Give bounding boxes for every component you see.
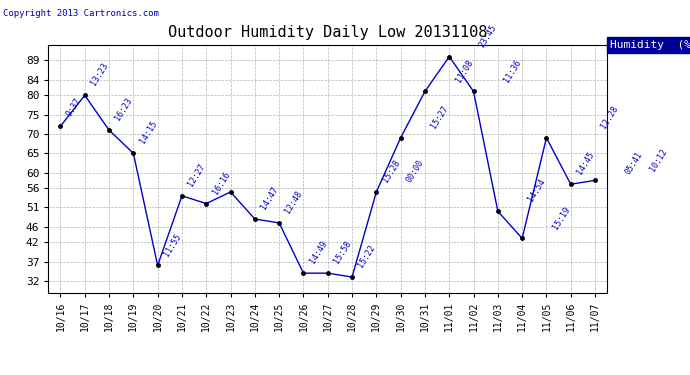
Text: 15:28: 15:28: [381, 158, 402, 184]
Text: Copyright 2013 Cartronics.com: Copyright 2013 Cartronics.com: [3, 9, 159, 18]
Text: 9:37: 9:37: [65, 97, 83, 118]
Text: 15:22: 15:22: [357, 243, 377, 269]
Text: 14:54: 14:54: [526, 178, 547, 204]
Text: 05:41: 05:41: [624, 150, 644, 177]
Text: 16:16: 16:16: [210, 170, 232, 196]
Text: 15:27: 15:27: [429, 104, 450, 130]
Text: 16:23: 16:23: [113, 96, 135, 122]
Text: 14:45: 14:45: [575, 150, 596, 177]
Text: 23:45: 23:45: [478, 23, 499, 49]
Title: Outdoor Humidity Daily Low 20131108: Outdoor Humidity Daily Low 20131108: [168, 25, 487, 40]
Text: 12:28: 12:28: [600, 104, 620, 130]
Text: 00:00: 00:00: [405, 158, 426, 184]
Text: 14:49: 14:49: [308, 240, 328, 266]
Text: 13:23: 13:23: [89, 62, 110, 87]
Text: 12:48: 12:48: [284, 189, 304, 215]
Text: Humidity  (%): Humidity (%): [610, 40, 690, 50]
Text: 12:27: 12:27: [186, 162, 207, 188]
Text: 15:19: 15:19: [551, 205, 572, 231]
Text: 14:47: 14:47: [259, 185, 280, 211]
Text: 10:12: 10:12: [648, 147, 669, 172]
Text: 11:08: 11:08: [453, 58, 475, 84]
Text: 11:36: 11:36: [502, 58, 523, 84]
Text: 14:15: 14:15: [138, 120, 159, 146]
Text: 11:55: 11:55: [162, 232, 183, 258]
Text: 15:58: 15:58: [332, 240, 353, 266]
